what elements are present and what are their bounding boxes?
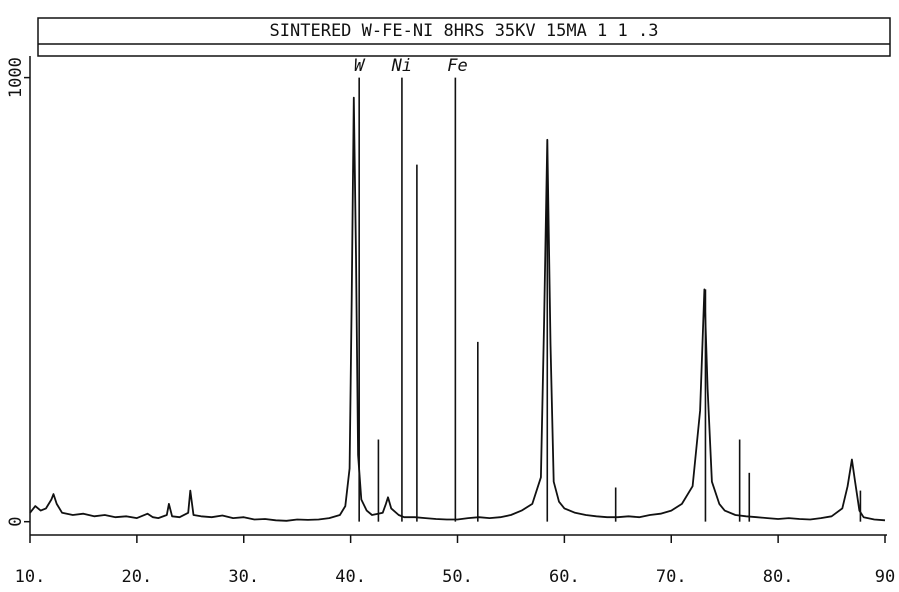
- header-box: [37, 17, 891, 57]
- peak-annotation: Ni: [391, 56, 412, 76]
- x-tick-label: 50.: [442, 567, 473, 587]
- x-tick-label: 20.: [122, 567, 153, 587]
- x-tick-label: 70.: [656, 567, 687, 587]
- pattern-line: [29, 96, 886, 522]
- x-tick-label: 90: [875, 567, 895, 587]
- y-tick-label: 0: [6, 517, 26, 527]
- x-tick-label: 30.: [228, 567, 259, 587]
- chart-title: SINTERED W-FE-NI 8HRS 35KV 15MA 1 1 .3: [270, 21, 659, 41]
- x-tick-label: 10.: [15, 567, 46, 587]
- peak-annotation: Fe: [447, 56, 467, 76]
- x-tick-label: 40.: [335, 567, 366, 587]
- x-tick-label: 60.: [549, 567, 580, 587]
- x-tick-label: 80.: [763, 567, 794, 587]
- y-tick-label: 1000: [6, 57, 26, 98]
- peak-annotation: W: [354, 56, 366, 76]
